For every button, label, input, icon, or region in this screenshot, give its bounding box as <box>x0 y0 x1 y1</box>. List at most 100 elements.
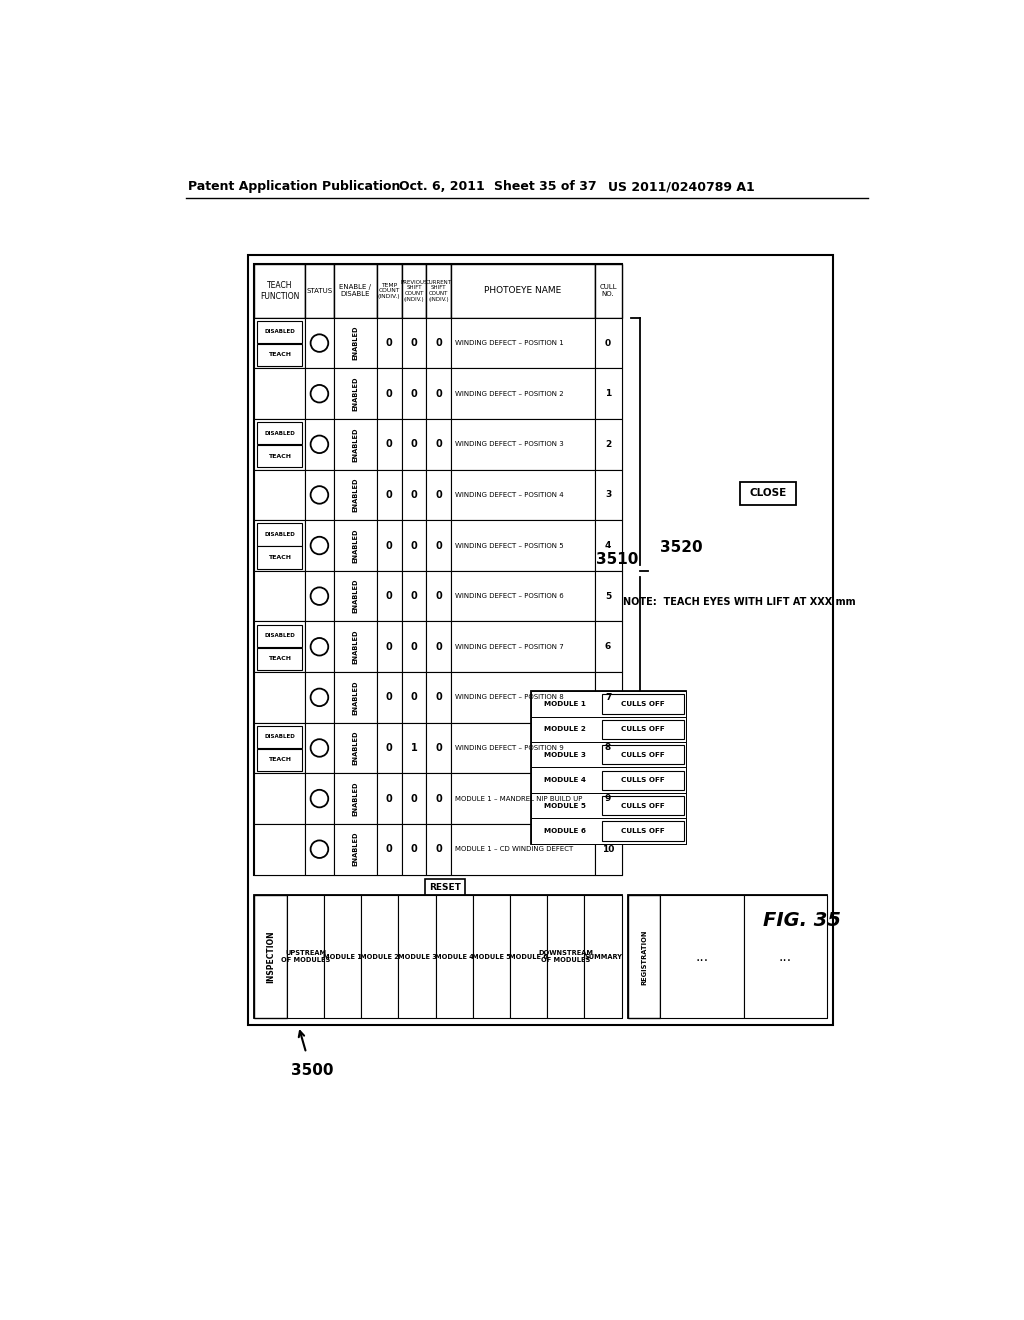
Text: RESET: RESET <box>429 883 461 892</box>
Bar <box>377 264 401 318</box>
Text: 9: 9 <box>605 795 611 803</box>
Bar <box>452 368 595 418</box>
Bar <box>401 368 426 418</box>
Bar <box>257 445 302 467</box>
Bar <box>334 570 377 622</box>
Bar <box>426 672 452 722</box>
Bar <box>361 895 398 1019</box>
Text: 3500: 3500 <box>291 1064 333 1078</box>
Text: 0: 0 <box>435 845 442 854</box>
Bar <box>595 570 622 622</box>
Bar <box>401 470 426 520</box>
Bar <box>254 418 305 470</box>
Text: STATUS: STATUS <box>306 288 333 294</box>
Bar <box>426 570 452 622</box>
Bar <box>401 824 426 875</box>
Bar <box>334 722 377 774</box>
Text: WINDING DEFECT – POSITION 5: WINDING DEFECT – POSITION 5 <box>455 543 563 549</box>
Bar <box>324 895 361 1019</box>
Bar <box>601 821 684 841</box>
Bar <box>334 774 377 824</box>
Bar <box>257 726 302 748</box>
Bar <box>452 672 595 722</box>
Bar <box>601 796 684 816</box>
Bar <box>452 318 595 368</box>
Bar <box>257 523 302 545</box>
Text: 0: 0 <box>386 642 392 652</box>
Text: 10: 10 <box>602 845 614 854</box>
Bar <box>305 368 334 418</box>
Bar <box>257 748 302 771</box>
Bar <box>595 722 622 774</box>
Text: 0: 0 <box>605 339 611 347</box>
Bar <box>595 774 622 824</box>
Bar <box>426 264 452 318</box>
Text: TEACH: TEACH <box>268 454 291 458</box>
Bar <box>595 824 622 875</box>
Bar <box>426 774 452 824</box>
Bar <box>248 255 834 1024</box>
Bar <box>254 722 305 774</box>
Bar <box>334 672 377 722</box>
Bar <box>334 368 377 418</box>
Text: 0: 0 <box>411 591 418 601</box>
Bar <box>305 520 334 570</box>
Text: NOTE:  TEACH EYES WITH LIFT AT XXX mm: NOTE: TEACH EYES WITH LIFT AT XXX mm <box>624 597 856 607</box>
Bar <box>334 318 377 368</box>
Bar <box>305 470 334 520</box>
Bar <box>305 672 334 722</box>
Text: 0: 0 <box>411 490 418 500</box>
Bar <box>531 717 686 742</box>
Bar <box>601 744 684 764</box>
Text: CULLS OFF: CULLS OFF <box>621 701 665 708</box>
Bar <box>401 318 426 368</box>
Text: DISABLED: DISABLED <box>264 734 295 739</box>
Text: 3: 3 <box>605 491 611 499</box>
Bar <box>377 722 401 774</box>
Text: ENABLED: ENABLED <box>352 731 358 766</box>
Text: 0: 0 <box>435 540 442 550</box>
Bar <box>334 622 377 672</box>
Text: 4: 4 <box>605 541 611 550</box>
Text: 0: 0 <box>435 388 442 399</box>
Text: 0: 0 <box>435 591 442 601</box>
Bar <box>601 694 684 714</box>
Text: CULLS OFF: CULLS OFF <box>621 828 665 834</box>
Text: TEACH: TEACH <box>268 554 291 560</box>
Bar <box>334 418 377 470</box>
Text: Patent Application Publication: Patent Application Publication <box>188 181 400 194</box>
Text: SUMMARY: SUMMARY <box>584 954 622 960</box>
Text: MODULE 6: MODULE 6 <box>509 954 548 960</box>
Text: 8: 8 <box>605 743 611 752</box>
Bar <box>585 895 622 1019</box>
Text: 5: 5 <box>605 591 611 601</box>
Bar <box>435 895 473 1019</box>
Bar <box>401 622 426 672</box>
Text: 0: 0 <box>386 440 392 449</box>
Bar <box>595 368 622 418</box>
Bar <box>452 264 595 318</box>
Bar <box>254 622 305 672</box>
Bar <box>257 624 302 647</box>
Bar <box>401 722 426 774</box>
Text: TEACH: TEACH <box>268 758 291 763</box>
Text: FIG. 35: FIG. 35 <box>763 911 842 931</box>
Bar <box>254 895 287 1019</box>
Text: ENABLED: ENABLED <box>352 630 358 664</box>
Text: 0: 0 <box>386 845 392 854</box>
Text: MODULE 1 – CD WINDING DEFECT: MODULE 1 – CD WINDING DEFECT <box>455 846 573 853</box>
Text: 0: 0 <box>435 793 442 804</box>
Text: MODULE 1: MODULE 1 <box>324 954 362 960</box>
Bar <box>334 470 377 520</box>
Bar <box>426 722 452 774</box>
Text: US 2011/0240789 A1: US 2011/0240789 A1 <box>608 181 756 194</box>
Text: 2: 2 <box>605 440 611 449</box>
Bar <box>305 722 334 774</box>
Bar <box>452 622 595 672</box>
Text: MODULE 2: MODULE 2 <box>544 726 586 733</box>
Bar <box>377 672 401 722</box>
Text: ENABLED: ENABLED <box>352 376 358 411</box>
Text: 0: 0 <box>435 440 442 449</box>
Text: 0: 0 <box>435 693 442 702</box>
Bar <box>452 520 595 570</box>
